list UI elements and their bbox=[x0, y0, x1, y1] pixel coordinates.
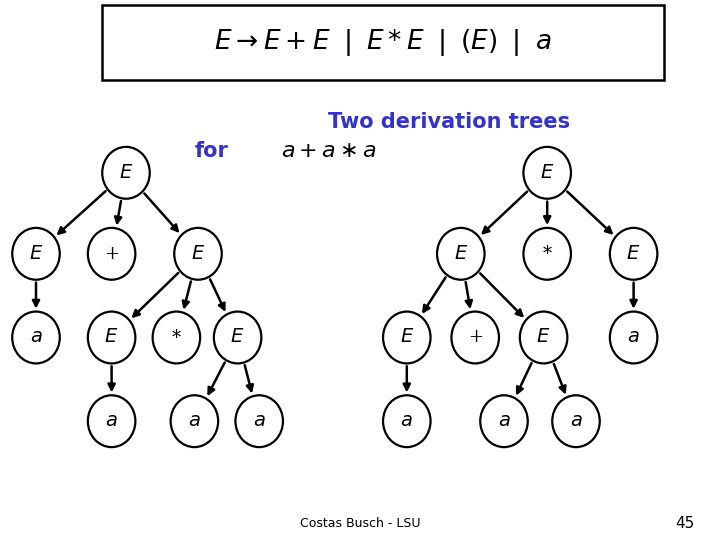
Ellipse shape bbox=[88, 395, 135, 447]
Ellipse shape bbox=[153, 312, 200, 363]
Text: $a$: $a$ bbox=[188, 412, 201, 430]
Text: $E$: $E$ bbox=[400, 328, 414, 347]
Text: $E$: $E$ bbox=[119, 164, 133, 182]
Text: $E$: $E$ bbox=[454, 245, 468, 263]
Text: *: * bbox=[172, 328, 181, 347]
Ellipse shape bbox=[174, 228, 222, 280]
Text: $a$: $a$ bbox=[627, 328, 640, 347]
Text: $a$: $a$ bbox=[498, 412, 510, 430]
Ellipse shape bbox=[88, 228, 135, 280]
Text: $a$: $a$ bbox=[30, 328, 42, 347]
Text: $E$: $E$ bbox=[626, 245, 641, 263]
Text: $E$: $E$ bbox=[230, 328, 245, 347]
Ellipse shape bbox=[610, 312, 657, 363]
Ellipse shape bbox=[610, 228, 657, 280]
Text: $a$: $a$ bbox=[400, 412, 413, 430]
Text: $E \rightarrow E + E\;\;|\;\;E * E\;\;|\;\;(E)\;\;|\;\;a$: $E \rightarrow E + E\;\;|\;\;E * E\;\;|\… bbox=[215, 27, 552, 58]
Ellipse shape bbox=[383, 312, 431, 363]
Text: Two derivation trees: Two derivation trees bbox=[328, 111, 570, 132]
Ellipse shape bbox=[88, 312, 135, 363]
Text: $E$: $E$ bbox=[29, 245, 43, 263]
Text: $a$: $a$ bbox=[105, 412, 118, 430]
Ellipse shape bbox=[451, 312, 499, 363]
Ellipse shape bbox=[12, 228, 60, 280]
Text: $E$: $E$ bbox=[540, 164, 554, 182]
Ellipse shape bbox=[520, 312, 567, 363]
FancyBboxPatch shape bbox=[102, 5, 664, 80]
Ellipse shape bbox=[383, 395, 431, 447]
Text: +: + bbox=[104, 245, 119, 263]
Ellipse shape bbox=[437, 228, 485, 280]
Ellipse shape bbox=[523, 228, 571, 280]
Text: 45: 45 bbox=[675, 516, 695, 531]
Text: +: + bbox=[468, 328, 482, 347]
Text: *: * bbox=[543, 245, 552, 263]
Ellipse shape bbox=[235, 395, 283, 447]
Text: $a$: $a$ bbox=[253, 412, 266, 430]
Text: $E$: $E$ bbox=[104, 328, 119, 347]
Text: $E$: $E$ bbox=[536, 328, 551, 347]
Text: $a + a \ast a$: $a + a \ast a$ bbox=[281, 140, 377, 162]
Ellipse shape bbox=[480, 395, 528, 447]
Ellipse shape bbox=[171, 395, 218, 447]
Text: for: for bbox=[194, 141, 228, 161]
Ellipse shape bbox=[214, 312, 261, 363]
Ellipse shape bbox=[102, 147, 150, 199]
Text: $E$: $E$ bbox=[191, 245, 205, 263]
Ellipse shape bbox=[12, 312, 60, 363]
Ellipse shape bbox=[552, 395, 600, 447]
Text: Costas Busch - LSU: Costas Busch - LSU bbox=[300, 517, 420, 530]
Text: $a$: $a$ bbox=[570, 412, 582, 430]
Ellipse shape bbox=[523, 147, 571, 199]
